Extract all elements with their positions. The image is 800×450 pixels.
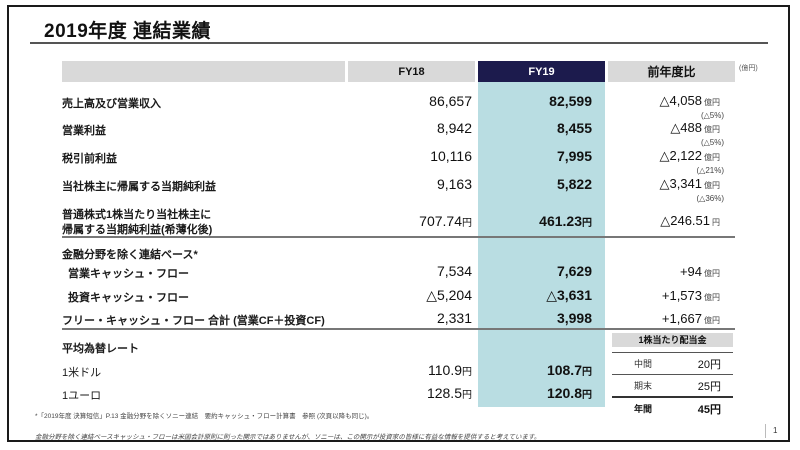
investing-cf-fy18: △5,204 bbox=[426, 287, 472, 303]
free-cf-yoy: +1,667 億円 bbox=[661, 311, 720, 326]
operating-cf-fy18: 7,534 bbox=[436, 263, 472, 279]
usd-fy18: 110.9円 bbox=[428, 362, 472, 378]
net-income-yoy-pct: (△36%) bbox=[696, 194, 725, 203]
header-fy19: FY19 bbox=[478, 61, 605, 82]
row-label-net-income: 当社株主に帰属する当期純利益 bbox=[62, 181, 216, 193]
unit-note: (億円) bbox=[739, 65, 758, 72]
fx-section-label: 平均為替レート bbox=[62, 343, 139, 355]
operating-income-yoy-pct: (△5%) bbox=[700, 138, 724, 147]
net-income-fy19: 5,822 bbox=[556, 176, 592, 192]
row-label-operating-income: 営業利益 bbox=[62, 125, 106, 137]
operating-income-yoy: △488 億円 bbox=[670, 120, 720, 135]
page-title: 2019年度 連結業績 bbox=[44, 21, 212, 42]
operating-cf-fy19: 7,629 bbox=[556, 263, 592, 279]
footnote-reference: *「2019年度 決算短信」P.13 金融分野を除くソニー連結 要約キャッシュ・… bbox=[35, 413, 374, 420]
eps-yoy: △246.51 円 bbox=[660, 213, 720, 228]
section-divider bbox=[62, 328, 735, 330]
row-label-eps-line2: 帰属する当期純利益(希薄化後) bbox=[62, 224, 213, 236]
operating-income-fy18: 8,942 bbox=[436, 120, 472, 136]
eps-fy18: 707.74円 bbox=[419, 213, 472, 229]
page-number-divider bbox=[765, 424, 766, 438]
dividend-row-annual: 年間 45円 bbox=[612, 396, 733, 419]
fy19-highlight-column bbox=[478, 82, 605, 407]
row-label-eps-line1: 普通株式1株当たり当社株主に bbox=[62, 209, 212, 221]
revenue-fy19: 82,599 bbox=[549, 93, 592, 109]
cashflow-section-label: 金融分野を除く連結ベース* bbox=[62, 249, 198, 261]
dividend-row-year-end: 期末 25円 bbox=[612, 374, 733, 396]
investing-cf-fy19: △3,631 bbox=[546, 287, 592, 303]
dividend-row-interim: 中間 20円 bbox=[612, 352, 733, 374]
eur-fy18: 128.5円 bbox=[426, 385, 472, 401]
pretax-income-yoy-pct: (△21%) bbox=[696, 166, 725, 175]
title-underline bbox=[30, 42, 768, 44]
revenue-fy18: 86,657 bbox=[429, 93, 472, 109]
section-divider bbox=[62, 236, 735, 238]
row-label-investing-cf: 投資キャッシュ・フロー bbox=[68, 292, 189, 304]
row-label-usd: 1米ドル bbox=[62, 367, 102, 379]
row-label-revenue: 売上高及び営業収入 bbox=[62, 98, 161, 110]
eps-fy19: 461.23円 bbox=[539, 213, 592, 229]
eur-fy19: 120.8円 bbox=[546, 385, 592, 401]
pretax-income-fy18: 10,116 bbox=[430, 148, 472, 164]
row-label-eur: 1ユーロ bbox=[62, 390, 102, 402]
pretax-income-yoy: △2,122 億円 bbox=[659, 148, 720, 163]
row-label-free-cf: フリー・キャッシュ・フロー 合計 (営業CF＋投資CF) bbox=[62, 315, 325, 327]
pretax-income-fy19: 7,995 bbox=[556, 148, 592, 164]
dividend-title: 1株当たり配当金 bbox=[612, 333, 733, 347]
operating-income-fy19: 8,455 bbox=[556, 120, 592, 136]
row-label-operating-cf: 営業キャッシュ・フロー bbox=[68, 268, 189, 280]
net-income-fy18: 9,163 bbox=[436, 176, 472, 192]
free-cf-fy18: 2,331 bbox=[436, 310, 472, 326]
header-fy18: FY18 bbox=[348, 61, 475, 82]
revenue-yoy-pct: (△5%) bbox=[700, 111, 724, 120]
header-yoy: 前年度比 bbox=[608, 61, 735, 82]
row-label-pretax-income: 税引前利益 bbox=[62, 153, 117, 165]
net-income-yoy: △3,341 億円 bbox=[659, 176, 720, 191]
header-label-cell bbox=[62, 61, 345, 82]
footnote-disclaimer: 金融分野を除く連結ベースキャッシュ・フローは米国会計原則に則った開示ではありませ… bbox=[35, 434, 541, 441]
operating-cf-yoy: +94 億円 bbox=[679, 264, 720, 279]
page-number: 1 bbox=[773, 426, 778, 435]
usd-fy19: 108.7円 bbox=[546, 362, 592, 378]
revenue-yoy: △4,058 億円 bbox=[659, 93, 720, 108]
slide-frame bbox=[7, 5, 790, 442]
dividend-table: 1株当たり配当金 中間 20円 期末 25円 年間 45円 bbox=[612, 333, 733, 419]
investing-cf-yoy: +1,573 億円 bbox=[661, 288, 720, 303]
free-cf-fy19: 3,998 bbox=[556, 310, 592, 326]
